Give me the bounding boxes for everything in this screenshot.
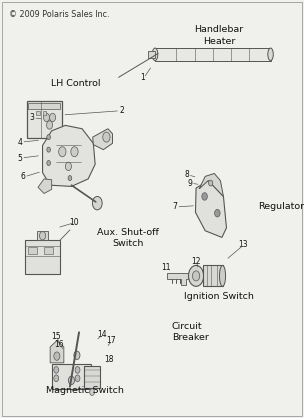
Bar <box>27 101 61 138</box>
Ellipse shape <box>152 48 158 61</box>
Circle shape <box>74 351 80 359</box>
Bar <box>28 247 37 254</box>
Text: 7: 7 <box>172 202 177 212</box>
Circle shape <box>47 135 50 140</box>
Text: Handlebar
Heater: Handlebar Heater <box>194 25 244 46</box>
Circle shape <box>40 232 46 240</box>
Text: 5: 5 <box>17 153 22 163</box>
Bar <box>36 111 40 115</box>
Text: 1: 1 <box>140 73 145 82</box>
Circle shape <box>103 132 110 142</box>
Text: 16: 16 <box>54 339 64 349</box>
Polygon shape <box>43 125 95 186</box>
Circle shape <box>47 121 53 129</box>
Circle shape <box>209 180 213 186</box>
Bar <box>44 247 53 254</box>
Circle shape <box>65 162 71 171</box>
Polygon shape <box>167 273 190 285</box>
Text: 15: 15 <box>51 332 61 341</box>
Circle shape <box>202 193 207 200</box>
Text: Magnetic Switch: Magnetic Switch <box>46 386 124 395</box>
Ellipse shape <box>219 265 226 286</box>
Circle shape <box>215 209 220 217</box>
Bar <box>28 103 60 109</box>
Text: Circuit
Breaker: Circuit Breaker <box>172 322 209 342</box>
Text: Aux. Shut-off
Switch: Aux. Shut-off Switch <box>97 228 159 248</box>
Circle shape <box>75 375 80 382</box>
Text: 2: 2 <box>119 106 124 115</box>
Text: 9: 9 <box>188 178 192 188</box>
Text: 3: 3 <box>29 113 34 122</box>
Text: 14: 14 <box>97 330 107 339</box>
Circle shape <box>59 147 66 157</box>
Circle shape <box>68 176 72 181</box>
Bar <box>148 51 155 58</box>
Ellipse shape <box>268 48 273 61</box>
Circle shape <box>188 265 204 286</box>
Text: Ignition Switch: Ignition Switch <box>184 292 254 301</box>
Text: 11: 11 <box>161 263 171 272</box>
Circle shape <box>68 376 74 385</box>
Text: 13: 13 <box>238 240 248 249</box>
Text: 4: 4 <box>17 138 22 147</box>
Polygon shape <box>93 129 112 150</box>
Bar <box>52 364 91 389</box>
Text: 6: 6 <box>20 172 25 181</box>
Circle shape <box>54 375 59 382</box>
Circle shape <box>43 113 50 122</box>
Bar <box>84 366 100 388</box>
Text: Regulator: Regulator <box>258 202 304 212</box>
Bar <box>25 240 60 274</box>
Text: 17: 17 <box>106 336 116 345</box>
Circle shape <box>47 147 50 152</box>
Bar <box>43 111 46 115</box>
Bar <box>37 231 48 240</box>
Circle shape <box>75 367 80 373</box>
Polygon shape <box>38 179 52 194</box>
Circle shape <box>54 352 60 360</box>
Circle shape <box>50 113 56 122</box>
Text: 12: 12 <box>191 257 201 266</box>
Polygon shape <box>195 181 226 237</box>
Polygon shape <box>50 341 64 363</box>
Circle shape <box>192 271 200 281</box>
Bar <box>203 265 223 286</box>
Circle shape <box>92 196 102 210</box>
Circle shape <box>90 389 95 395</box>
Text: LH Control: LH Control <box>51 79 101 88</box>
Circle shape <box>47 161 50 166</box>
Bar <box>155 48 271 61</box>
Text: 10: 10 <box>70 218 79 227</box>
Text: © 2009 Polaris Sales Inc.: © 2009 Polaris Sales Inc. <box>9 10 110 20</box>
Circle shape <box>54 367 59 373</box>
Polygon shape <box>199 173 223 196</box>
Text: 8: 8 <box>185 170 189 179</box>
Circle shape <box>71 147 78 157</box>
Text: 18: 18 <box>105 355 114 364</box>
